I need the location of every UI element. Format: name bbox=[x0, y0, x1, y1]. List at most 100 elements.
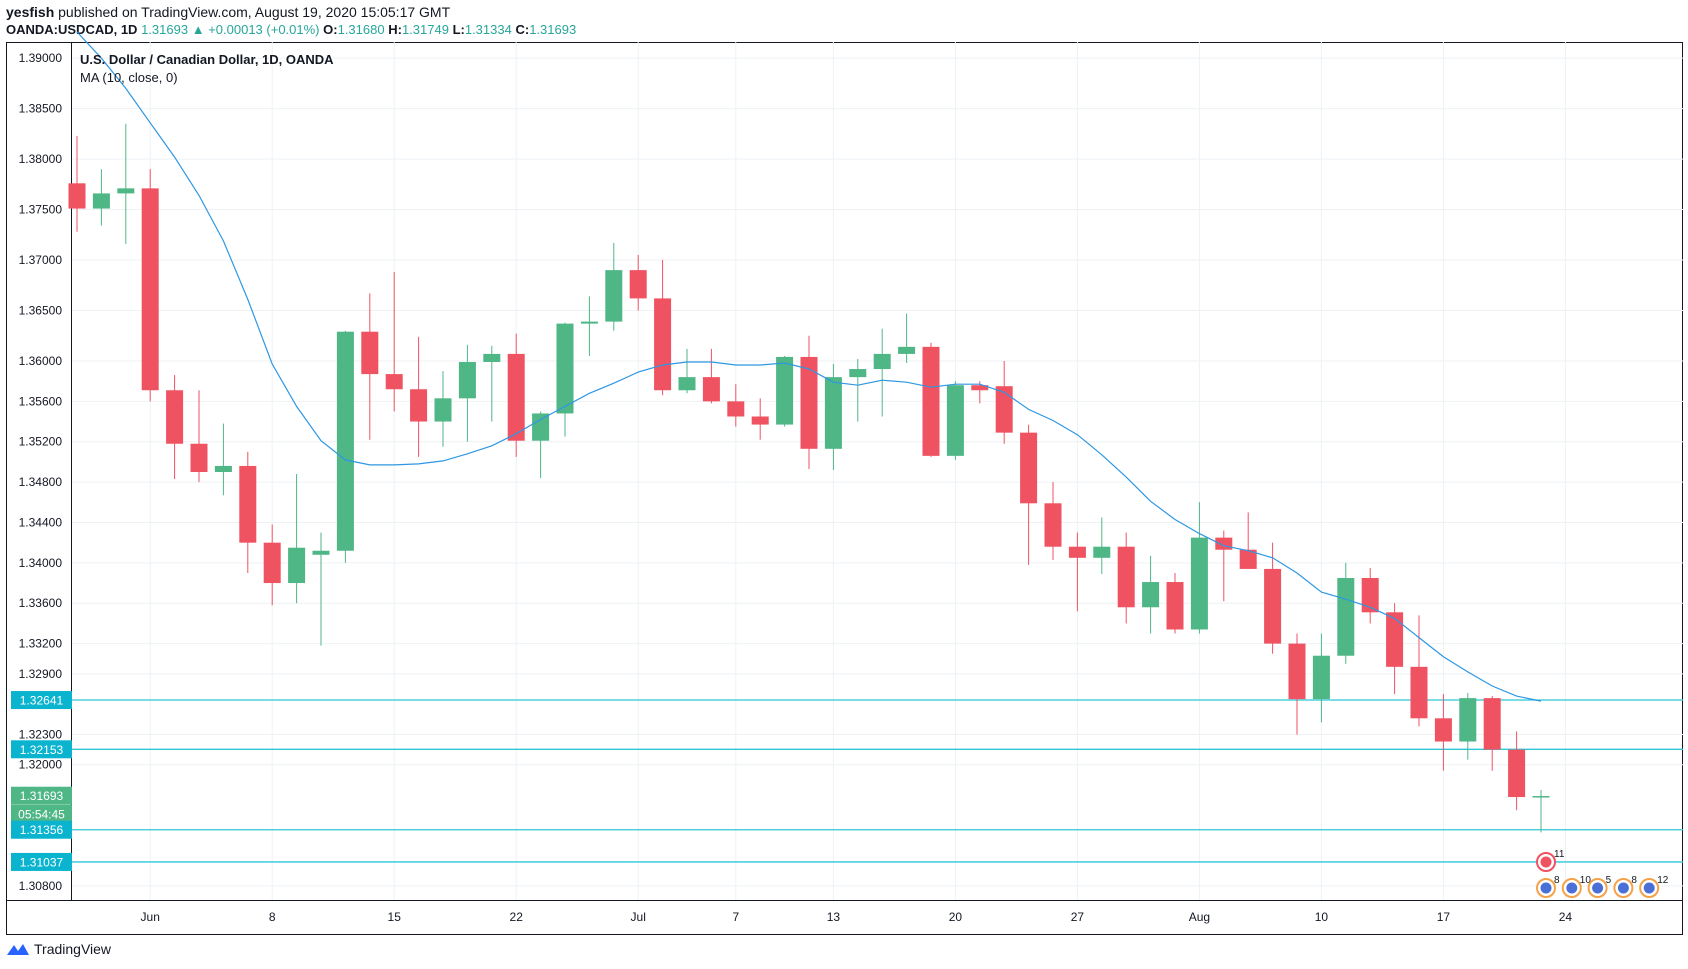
event-count: 5 bbox=[1606, 875, 1612, 886]
up-arrow-icon: ▲ bbox=[191, 22, 205, 37]
price-tags: 1.32641 1.32153 1.31693 05:54:45 1.31356 1.31… bbox=[11, 691, 72, 871]
flag-center-icon bbox=[1617, 882, 1629, 894]
event-count: 12 bbox=[1657, 875, 1669, 886]
y-tick-label: 1.37000 bbox=[19, 253, 63, 267]
y-tick-label: 1.34000 bbox=[19, 556, 63, 570]
low-label: L: bbox=[452, 22, 465, 37]
brand-name: TradingView bbox=[34, 941, 112, 957]
candle-body bbox=[385, 374, 403, 390]
price-tag-label: 1.31037 bbox=[20, 855, 64, 869]
price-tag-label: 05:54:45 bbox=[18, 807, 65, 821]
candle-body bbox=[776, 356, 794, 425]
candle-body bbox=[117, 188, 135, 194]
x-tick-label: 7 bbox=[732, 910, 739, 924]
candle-body bbox=[1508, 749, 1526, 798]
publish-text: published on TradingView.com, August 19,… bbox=[58, 4, 451, 20]
candle-body bbox=[1532, 796, 1550, 798]
candle-body bbox=[239, 465, 257, 543]
candles bbox=[68, 123, 1550, 833]
candle-body bbox=[1044, 503, 1062, 547]
event-count: 10 bbox=[1580, 875, 1592, 886]
candle-body bbox=[483, 353, 501, 362]
candle-body bbox=[1410, 666, 1428, 719]
event-count: 8 bbox=[1554, 875, 1560, 886]
candle-body bbox=[1068, 546, 1086, 558]
candle-body bbox=[92, 193, 110, 209]
y-tick-label: 1.33600 bbox=[19, 596, 63, 610]
candle-body bbox=[507, 353, 525, 441]
y-tick-label: 1.36000 bbox=[19, 354, 63, 368]
y-tick-label: 1.32300 bbox=[19, 727, 63, 741]
y-tick-label: 1.32900 bbox=[19, 667, 63, 681]
flag-center-icon bbox=[1540, 856, 1552, 868]
candle-body bbox=[654, 298, 672, 391]
candle-body bbox=[1459, 698, 1477, 742]
candle-body bbox=[946, 385, 964, 456]
ma-legend: MA (10, close, 0) bbox=[80, 70, 178, 85]
candle-body bbox=[898, 346, 916, 354]
x-tick-label: 24 bbox=[1559, 910, 1573, 924]
candle-body bbox=[873, 353, 891, 370]
candle-body bbox=[190, 443, 208, 473]
economic-events[interactable]: 11 8 10 5 8 12 bbox=[1536, 849, 1669, 898]
x-tick-label: 8 bbox=[269, 910, 276, 924]
candle-body bbox=[995, 386, 1013, 433]
candle-body bbox=[1337, 577, 1355, 656]
moving-average-line bbox=[76, 31, 1542, 702]
tradingview-brand[interactable]: TradingView bbox=[6, 941, 111, 957]
low-value: 1.31334 bbox=[464, 22, 512, 37]
price-tag-label: 1.31693 bbox=[20, 789, 64, 803]
open-label: O: bbox=[323, 22, 338, 37]
candle-body bbox=[1361, 577, 1379, 613]
flag-center-icon bbox=[1643, 882, 1655, 894]
candle-body bbox=[410, 389, 428, 422]
candle-body bbox=[678, 377, 696, 391]
candle-body bbox=[580, 321, 598, 324]
chart-legend-title: U.S. Dollar / Canadian Dollar, 1D, OANDA bbox=[80, 52, 334, 67]
publish-info: yesfish published on TradingView.com, Au… bbox=[6, 4, 450, 20]
y-tick-label: 1.35200 bbox=[19, 435, 63, 449]
x-axis: Jun 8 15 22 Jul 7 13 20 27 Aug 10 17 24 bbox=[141, 910, 1573, 924]
candle-body bbox=[702, 377, 720, 402]
candle-body bbox=[361, 331, 379, 375]
author-name[interactable]: yesfish bbox=[6, 4, 55, 20]
tradingview-logo-icon bbox=[7, 944, 29, 955]
y-tick-label: 1.34400 bbox=[19, 515, 63, 529]
price-tag-bg bbox=[11, 820, 72, 839]
candle-body bbox=[1142, 582, 1160, 608]
y-tick-label: 1.37500 bbox=[19, 203, 63, 217]
candle-body bbox=[922, 346, 940, 456]
price-tag-bg bbox=[11, 740, 72, 759]
y-tick-label: 1.38500 bbox=[19, 102, 63, 116]
candle-body bbox=[1483, 698, 1501, 750]
candle-body bbox=[1215, 537, 1233, 550]
candle-body bbox=[1386, 612, 1404, 667]
price-tag-label: 1.32153 bbox=[20, 743, 64, 757]
candle-body bbox=[532, 413, 550, 441]
candle-body bbox=[312, 550, 330, 555]
candle-body bbox=[1166, 582, 1184, 630]
x-tick-label: 13 bbox=[827, 910, 841, 924]
x-tick-label: Jun bbox=[141, 910, 160, 924]
candle-body bbox=[1190, 537, 1208, 630]
candle-body bbox=[629, 270, 647, 299]
high-label: H: bbox=[388, 22, 402, 37]
candle-body bbox=[1020, 432, 1038, 504]
candle-body bbox=[1117, 546, 1135, 608]
candle-body bbox=[751, 416, 769, 425]
y-tick-label: 1.32000 bbox=[19, 758, 63, 772]
plot-frame bbox=[6, 42, 1683, 935]
candle-body bbox=[288, 547, 306, 584]
price-tag-label: 1.31356 bbox=[20, 823, 64, 837]
y-tick-label: 1.39000 bbox=[19, 51, 63, 65]
price-change: +0.00013 (+0.01%) bbox=[208, 22, 320, 37]
candle-body bbox=[214, 465, 232, 473]
grid bbox=[72, 42, 1683, 900]
y-tick-label: 1.33200 bbox=[19, 637, 63, 651]
candle-body bbox=[1312, 655, 1330, 700]
close-label: C: bbox=[515, 22, 530, 37]
last-price: 1.31693 bbox=[141, 22, 189, 37]
y-tick-label: 1.35600 bbox=[19, 394, 63, 408]
event-count: 8 bbox=[1631, 875, 1637, 886]
